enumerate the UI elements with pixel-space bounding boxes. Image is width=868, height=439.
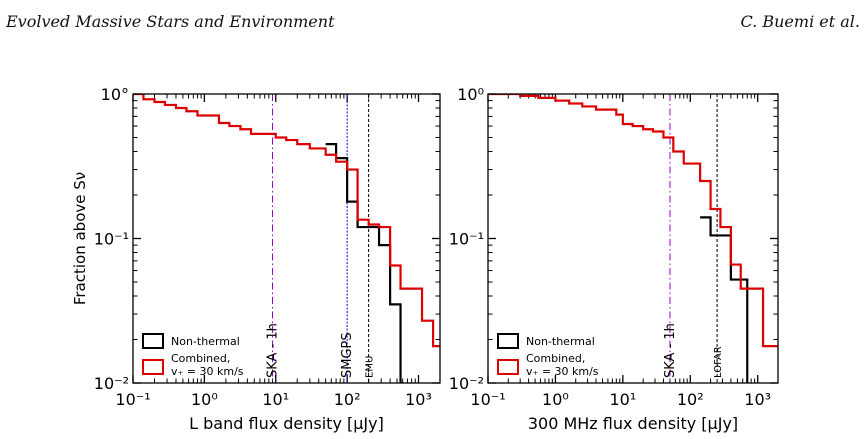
y-tick-label: 10⁻² [449, 374, 484, 393]
x-tick-label: 10² [334, 390, 361, 409]
legend-label: v₊ = 30 km/s [171, 365, 244, 378]
x-axis-label: L band flux density [μJy] [189, 414, 384, 433]
series-line [133, 94, 440, 348]
x-tick-label: 10³ [405, 390, 432, 409]
legend-label: Non-thermal [526, 335, 595, 348]
legend-swatch [497, 333, 519, 349]
legend-swatch [142, 359, 164, 375]
reference-line-label: SKA - 1h [265, 323, 280, 378]
x-tick-label: 10² [677, 390, 704, 409]
legend-label: Non-thermal [171, 335, 240, 348]
x-tick-label: 10⁰ [191, 390, 218, 409]
running-header-authors: C. Buemi et al. [740, 12, 860, 31]
x-tick-label: 10⁰ [542, 390, 569, 409]
plot-frame [132, 93, 441, 384]
x-tick-label: 10³ [744, 390, 771, 409]
legend: Non-thermal Combined,v₊ = 30 km/s [142, 333, 244, 378]
reference-line-label: LOFAR [713, 346, 724, 378]
legend-swatch [142, 333, 164, 349]
series-line [325, 143, 402, 383]
reference-line-label: EMU [365, 356, 376, 378]
x-tick-label: 10⁻¹ [470, 390, 505, 409]
legend-label: Combined, [526, 352, 585, 365]
legend-label: Combined, [171, 352, 230, 365]
series-line [488, 94, 778, 348]
y-tick-label: 10⁻¹ [94, 230, 129, 249]
y-tick-label: 10° [101, 85, 129, 104]
y-tick-label: 10⁻¹ [449, 230, 484, 249]
reference-line-label: SKA - 1h [663, 323, 678, 378]
legend: Non-thermal Combined,v₊ = 30 km/s [497, 333, 599, 378]
y-tick-label: 10⁻² [94, 374, 129, 393]
legend-swatch [497, 359, 519, 375]
running-header-title: Evolved Massive Stars and Environment [6, 12, 335, 31]
legend-label: v₊ = 30 km/s [526, 365, 599, 378]
y-axis-label: Fraction above Sν [71, 172, 89, 305]
x-tick-label: 10⁻¹ [115, 390, 150, 409]
x-tick-label: 10¹ [262, 390, 289, 409]
x-tick-label: 10¹ [609, 390, 636, 409]
reference-line-label: SMGPS [340, 332, 355, 378]
y-tick-label: 10⁰ [457, 85, 484, 104]
x-axis-label: 300 MHz flux density [μJy] [528, 414, 738, 433]
plot-frame [487, 93, 779, 384]
